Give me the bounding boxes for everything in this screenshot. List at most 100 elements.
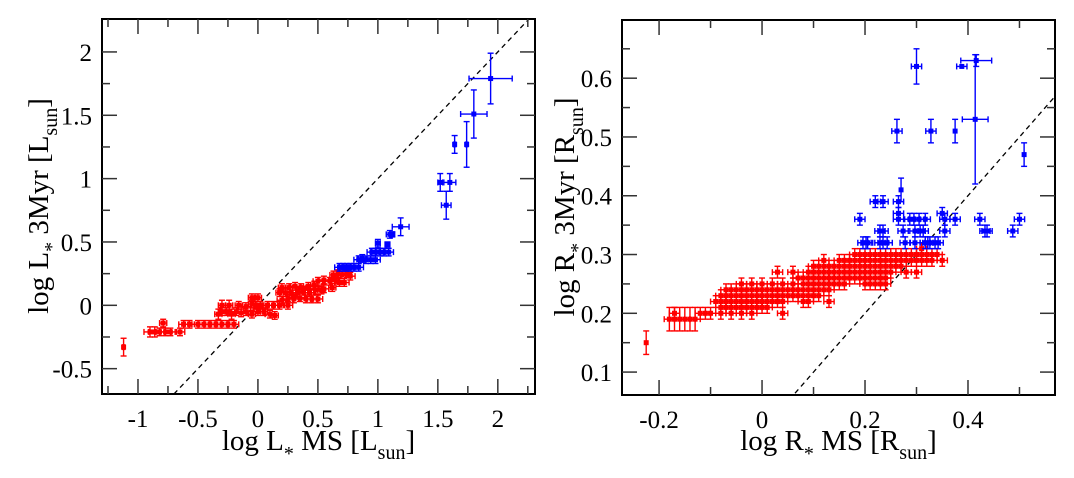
series-blue-point [369,255,381,265]
series-blue-marker [452,141,458,147]
series-blue-marker [384,242,390,248]
series-red-marker [272,312,278,318]
x-tick-label: 0 [756,407,769,434]
series-blue-marker [464,141,470,147]
series-red-marker [309,296,315,302]
series-blue-point [443,172,457,192]
series-blue-marker [894,128,900,134]
series-red-marker [233,309,239,315]
series-red-point [228,319,240,329]
series-red-marker [249,301,255,307]
series-red-point [158,318,168,328]
series-blue-marker [902,240,908,246]
series-blue-marker [898,187,904,193]
series-red-marker [321,277,327,283]
series-red-marker [243,309,249,315]
series-red-marker [708,310,714,316]
series-blue-marker [1021,152,1027,158]
series-blue-marker [920,228,926,234]
series-red-point [776,306,789,320]
series-blue-point [451,134,458,154]
x-tick-label: -0.2 [639,407,679,434]
x-tick-label: 2 [492,406,505,433]
series-red-marker [914,269,920,275]
series-red-point [704,306,717,320]
y-tick-label: 0.4 [581,184,613,211]
series-red-marker [919,246,925,252]
series-red-marker [344,271,350,277]
series-blue-point [468,52,513,105]
series-red-point [318,284,330,294]
series-red-marker [249,311,255,317]
series-red-marker [692,316,698,322]
series-blue-point [955,63,968,70]
series-blue-point [459,89,488,139]
series-red-marker [291,296,297,302]
series-blue-marker [865,240,871,246]
x-tick-label: 0.2 [849,407,880,434]
series-red-marker [167,329,173,335]
x-axis-title-text: ] [405,425,415,457]
x-axis-title-text: MS [R [814,425,900,457]
series-red-marker [643,340,649,346]
series-red-point [224,299,234,312]
series-blue-marker [880,199,886,205]
series-red-marker [311,282,317,288]
series-red-marker [207,321,213,327]
series-blue-point [936,206,949,220]
series-red-marker [285,302,291,308]
series-blue-point [1021,142,1028,168]
y-axis-title-text: ] [23,98,55,108]
series-red-marker [249,295,255,301]
series-blue-point [374,238,381,248]
series-red-marker [329,285,335,291]
series-blue-point [1006,224,1019,238]
series-blue-point [981,224,993,238]
series-blue-marker [1016,216,1022,222]
series-red-marker [327,278,333,284]
series-blue-point [391,217,410,237]
series-red-marker [177,329,183,335]
series-blue-point [909,236,921,250]
series-red-marker [219,302,225,308]
series-blue-point [1013,212,1026,226]
x-axis-title-text: MS [L [294,425,378,457]
series-red-marker [277,290,283,296]
y-axis-title-text: log L [23,252,55,314]
y-tick-label: 0.5 [581,125,612,152]
series-blue-marker [447,179,453,185]
series-red-marker [826,299,832,305]
series-red-marker [160,320,166,326]
series-red-point [771,265,784,279]
series-red-marker [286,285,292,291]
plot-area [120,19,530,394]
series-blue-marker [900,228,906,234]
y-axis-title-subscript: sun [40,108,62,136]
series-blue-marker [914,63,920,69]
series-blue-marker [443,202,449,208]
series-red-point [823,294,835,309]
series-red-marker [305,283,311,289]
series-red-point [270,310,280,320]
series-red-marker [201,321,207,327]
y-axis-title: log R* 3Myr [Rsun] [549,97,589,316]
series-blue-point [960,53,993,68]
series-blue-point [891,118,903,144]
series-red-marker [939,257,945,263]
series-blue-point [952,118,959,144]
series-red-marker [253,302,259,308]
series-blue-marker [972,116,978,122]
series-blue-point [877,224,889,238]
series-red-marker [738,281,744,287]
plot-area [643,48,1055,395]
series-red-marker [315,278,321,284]
y-axis-title-text: 3Myr [L [23,136,55,242]
series-blue-point [389,231,396,238]
series-red-marker [181,321,187,327]
series-blue-marker [916,216,922,222]
series-blue-marker [952,128,958,134]
series-red-marker [759,281,765,287]
plot-frame [101,18,536,395]
